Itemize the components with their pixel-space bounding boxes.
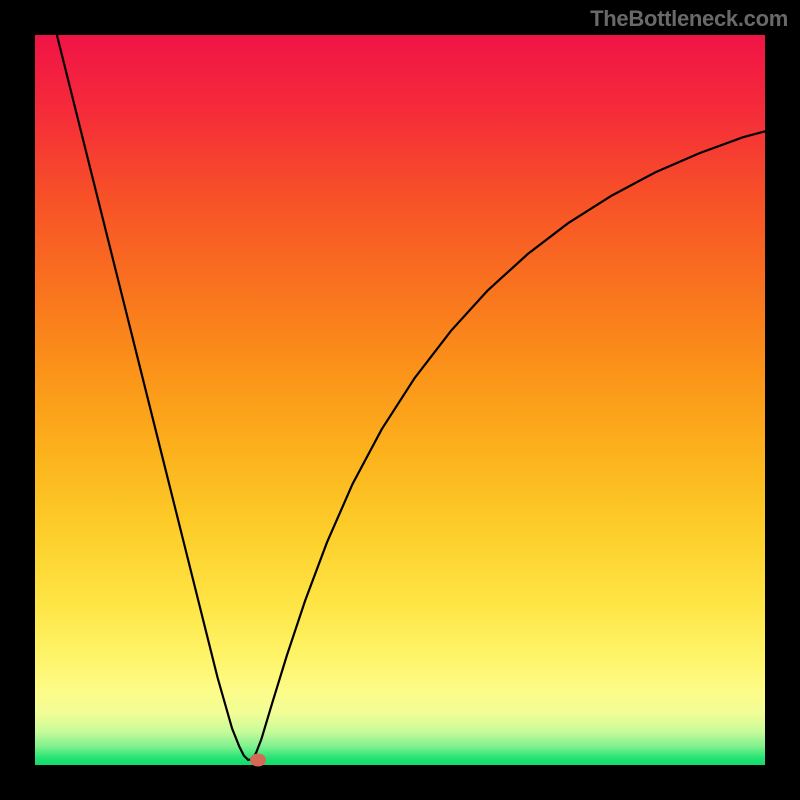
curve-layer [35, 35, 765, 765]
plot-area [35, 35, 765, 765]
optimum-marker [250, 753, 266, 766]
watermark-text: TheBottleneck.com [590, 6, 788, 32]
bottleneck-curve [57, 35, 765, 760]
chart-root: TheBottleneck.com [0, 0, 800, 800]
